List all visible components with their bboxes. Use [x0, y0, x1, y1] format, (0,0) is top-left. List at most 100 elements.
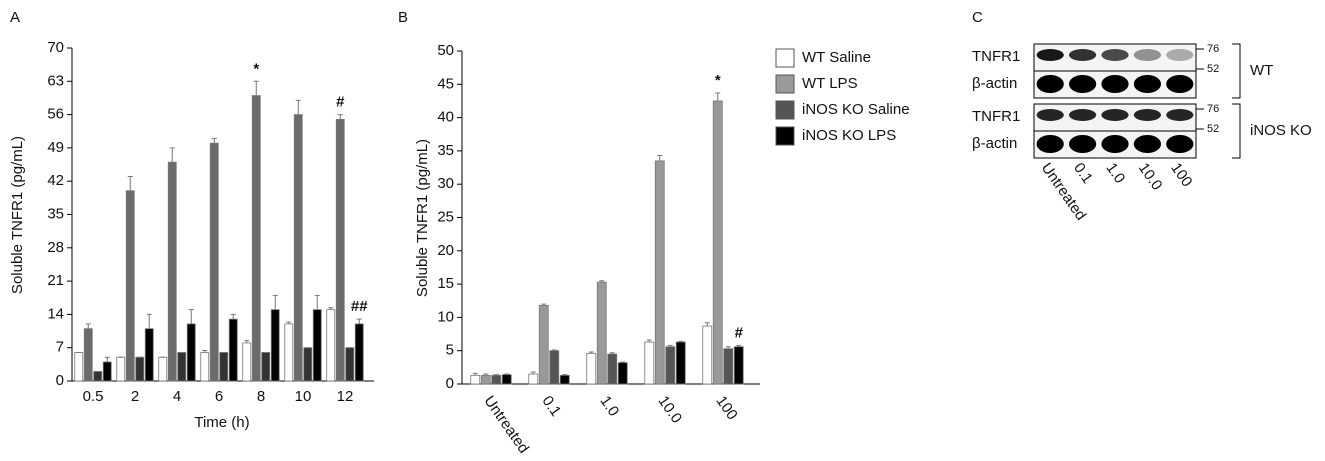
error-bar: [86, 324, 91, 329]
bar: [145, 329, 153, 381]
x-tick-label: 10: [295, 388, 312, 405]
y-tick-label: 14: [47, 305, 64, 322]
bar: [229, 319, 237, 381]
bar: [346, 348, 354, 381]
panel-label: A: [10, 9, 20, 26]
y-tick-label: 35: [437, 142, 454, 159]
y-axis-title: Soluble TNFR1 (pg/mL): [9, 136, 26, 294]
bar: [168, 162, 176, 381]
lane-label: 10.0: [1135, 160, 1166, 194]
x-tick-label: 2: [131, 388, 139, 405]
y-tick-label: 28: [47, 239, 64, 256]
annotation: ##: [351, 298, 368, 315]
blot-band: [1166, 109, 1193, 121]
blot-row-label: β-actin: [972, 135, 1017, 152]
bar: [666, 347, 675, 384]
blot-band: [1134, 75, 1161, 93]
bar: [136, 357, 144, 381]
bar: [327, 310, 335, 381]
error-bar: [212, 138, 217, 143]
error-bar: [128, 176, 133, 190]
annotation: #: [336, 94, 345, 111]
bar: [355, 324, 363, 381]
bar: [597, 282, 606, 384]
marker-label: 76: [1207, 43, 1219, 55]
error-bar: [231, 314, 236, 319]
bar: [655, 161, 664, 384]
marker-label: 52: [1207, 63, 1219, 75]
blot-band: [1166, 49, 1193, 61]
error-bar: [189, 310, 194, 324]
legend-label: iNOS KO LPS: [802, 127, 896, 144]
blot-band: [1101, 109, 1128, 121]
bar: [187, 324, 195, 381]
panel-label: B: [398, 9, 408, 26]
y-tick-label: 30: [437, 175, 454, 192]
y-tick-label: 50: [437, 42, 454, 59]
blot-band: [1069, 135, 1096, 153]
legend-swatch: [776, 101, 794, 119]
y-tick-label: 42: [47, 172, 64, 189]
blot-band: [1101, 75, 1128, 93]
bar: [84, 329, 92, 381]
y-tick-label: 25: [437, 208, 454, 225]
bar: [608, 354, 617, 384]
group-label: WT: [1250, 62, 1273, 79]
bar: [126, 191, 134, 381]
bar: [734, 347, 743, 384]
blot-row-label: TNFR1: [972, 108, 1020, 125]
bar: [220, 352, 228, 381]
bar: [560, 375, 569, 384]
bar: [252, 96, 260, 381]
legend-swatch: [776, 127, 794, 145]
bar: [210, 143, 218, 381]
bar: [294, 115, 302, 381]
legend-label: WT Saline: [802, 49, 871, 66]
y-tick-label: 0: [446, 375, 454, 392]
y-tick-label: 5: [446, 342, 454, 359]
blot-band: [1037, 75, 1064, 93]
y-axis-title: Soluble TNFR1 (pg/mL): [414, 139, 431, 297]
bar: [676, 342, 685, 384]
error-bar: [657, 156, 662, 161]
blot-band: [1134, 49, 1161, 61]
x-tick-label: 10.0: [654, 393, 685, 427]
bar: [539, 305, 548, 384]
blot-band: [1069, 49, 1096, 61]
blot-band: [1166, 75, 1193, 93]
bar: [502, 375, 511, 384]
bar: [94, 371, 102, 381]
error-bar: [170, 148, 175, 162]
bar: [713, 101, 722, 384]
bar: [645, 342, 654, 384]
bar: [471, 375, 480, 384]
x-tick-label: 1.0: [596, 393, 622, 420]
x-tick-label: Untreated: [480, 393, 532, 457]
blot-band: [1037, 49, 1064, 61]
annotation: *: [715, 72, 721, 89]
x-tick-label: 12: [337, 388, 354, 405]
blot-band: [1069, 109, 1096, 121]
bar: [201, 352, 209, 381]
y-tick-label: 10: [437, 308, 454, 325]
blot-row-label: β-actin: [972, 75, 1017, 92]
legend-swatch: [776, 75, 794, 93]
bar: [271, 310, 279, 381]
bar: [243, 343, 251, 381]
bar: [481, 375, 490, 384]
blot-band: [1101, 49, 1128, 61]
blot-band: [1037, 135, 1064, 153]
group-label: iNOS KO: [1250, 122, 1312, 139]
y-tick-label: 45: [437, 75, 454, 92]
blot-band: [1166, 135, 1193, 153]
bar: [117, 357, 125, 381]
y-tick-label: 0: [56, 372, 64, 389]
bar: [313, 310, 321, 381]
bar: [262, 352, 270, 381]
legend-label: iNOS KO Saline: [802, 101, 910, 118]
group-bracket: [1232, 44, 1240, 98]
error-bar: [705, 323, 710, 326]
panel-label: C: [972, 9, 983, 26]
annotation: *: [253, 60, 259, 77]
blot-band: [1134, 109, 1161, 121]
